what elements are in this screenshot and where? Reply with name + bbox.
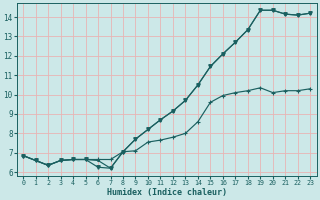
X-axis label: Humidex (Indice chaleur): Humidex (Indice chaleur) — [107, 188, 227, 197]
